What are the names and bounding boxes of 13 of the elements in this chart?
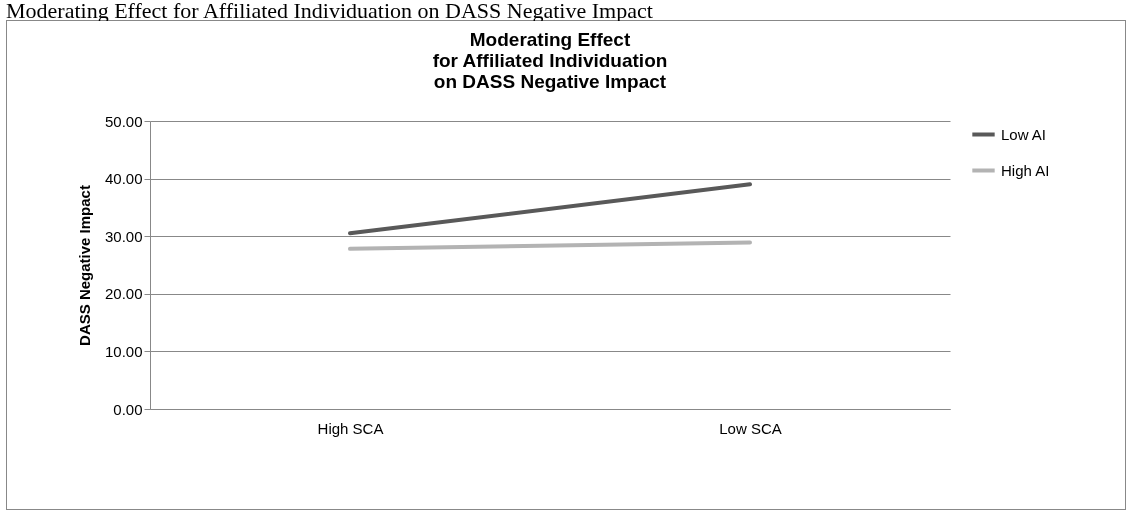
legend-label: High AI: [1001, 161, 1050, 179]
text: Moderating Effect for Affiliated Individuation on DASS Negative Impact: [5, 0, 654, 23]
x-tick-label: Low SCA: [719, 419, 782, 437]
chart-title: Moderating Effect for Affiliated Individuation on DASS Negative Impact: [432, 29, 668, 92]
y-tick-label: 10.00: [104, 342, 143, 360]
y-tick-label: 30.00: [104, 227, 143, 245]
y-tick-label: 40.00: [104, 170, 143, 188]
x-tick-label: High SCA: [317, 419, 384, 437]
y-axis-title: DASS Negative Impact: [75, 185, 93, 346]
legend-label: Low AI: [1001, 125, 1047, 143]
y-tick-label: 50.00: [104, 112, 143, 130]
y-tick-label: 20.00: [104, 285, 143, 303]
y-tick-label: 0.00: [113, 400, 143, 418]
